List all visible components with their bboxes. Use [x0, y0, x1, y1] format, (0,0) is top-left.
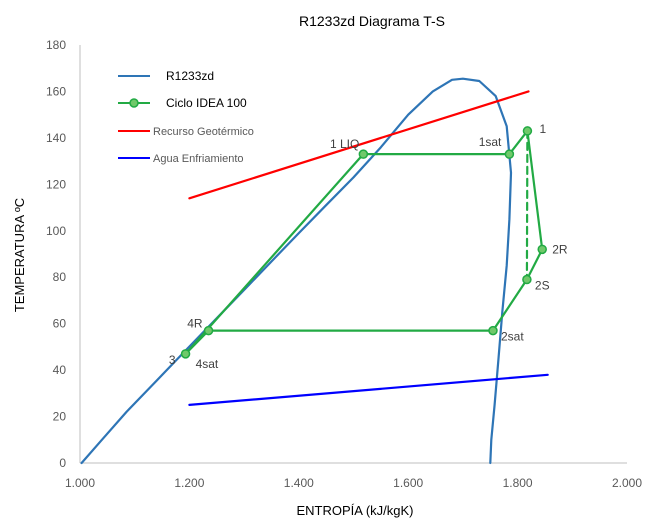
- series-line-r1233zd: [80, 77, 513, 465]
- chart-title: R1233zd Diagrama T-S: [299, 13, 445, 29]
- y-tick-label: 140: [46, 131, 66, 145]
- series-point-ciclo-idea-100: [488, 325, 498, 336]
- y-tick-label: 60: [53, 317, 67, 331]
- y-tick-label: 80: [53, 270, 67, 284]
- y-tick-label: 160: [46, 84, 66, 98]
- x-tick-label: 1.400: [284, 476, 314, 490]
- y-tick-label: 120: [46, 177, 66, 191]
- annotation-3: 3: [169, 353, 176, 367]
- annotation-layer: 1 LIQ 1sat 1 2R 2S 2sat 4R 3 4sat: [169, 122, 568, 371]
- legend-label-agua: Agua Enfriamiento: [153, 153, 244, 165]
- y-tick-label: 0: [59, 456, 66, 470]
- annotation-4sat: 4sat: [196, 357, 219, 371]
- legend-label-geotermico: Recurso Geotérmico: [153, 126, 254, 138]
- annotation-2r: 2R: [552, 242, 568, 256]
- series-line-isentropic-expansion: [525, 129, 529, 281]
- series-point-ciclo-idea-100: [537, 244, 547, 255]
- x-tick-label: 1.600: [393, 476, 423, 490]
- legend-label-ciclo: Ciclo IDEA 100: [166, 96, 247, 110]
- legend-label-r1233zd: R1233zd: [166, 69, 214, 83]
- series-point-ciclo-idea-100: [180, 349, 191, 359]
- x-tick-labels: 1.000 1.200 1.400 1.600 1.800 2.000: [65, 476, 642, 490]
- y-tick-label: 20: [53, 410, 67, 424]
- y-tick-label: 100: [46, 224, 66, 238]
- series-point-ciclo-idea-100: [358, 149, 369, 159]
- series-line-recurso-geotermico: [188, 90, 530, 200]
- x-tick-label: 1.000: [65, 476, 95, 490]
- annotation-1-liq: 1 LIQ: [330, 137, 359, 151]
- y-tick-label: 40: [53, 363, 67, 377]
- series-line-agua-enfriamiento: [188, 373, 549, 406]
- y-tick-label: 180: [46, 38, 66, 52]
- annotation-2s: 2S: [535, 279, 550, 293]
- annotation-1: 1: [539, 122, 546, 136]
- series-point-ciclo-idea-100: [203, 325, 214, 336]
- annotation-4r: 4R: [187, 317, 203, 331]
- series-point-ciclo-idea-100: [522, 126, 533, 136]
- legend-marker-ciclo: [129, 98, 139, 108]
- annotation-2sat: 2sat: [501, 330, 524, 344]
- y-tick-labels: 0 20 40 60 80 100 120 140 160 180: [46, 38, 66, 470]
- x-tick-label: 1.800: [503, 476, 533, 490]
- axes: [79, 45, 627, 464]
- series-point-ciclo-idea-100: [504, 149, 515, 159]
- series-point-ciclo-idea-100: [522, 274, 532, 285]
- annotation-1sat: 1sat: [479, 135, 502, 149]
- x-axis-title: ENTROPÍA (kJ/kgK): [296, 503, 413, 518]
- x-tick-label: 2.000: [612, 476, 642, 490]
- series-layer: [80, 77, 549, 465]
- y-axis-title: TEMPERATURA ºC: [12, 198, 27, 312]
- legend: R1233zd Ciclo IDEA 100 Recurso Geotérmic…: [118, 69, 254, 165]
- x-tick-label: 1.200: [174, 476, 204, 490]
